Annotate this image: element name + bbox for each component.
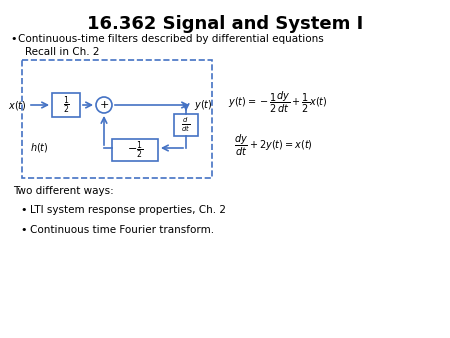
- Text: $\frac{1}{2}$: $\frac{1}{2}$: [63, 94, 69, 116]
- Text: •: •: [20, 225, 27, 235]
- Text: Two different ways:: Two different ways:: [13, 186, 114, 196]
- Text: $\frac{d}{dt}$: $\frac{d}{dt}$: [181, 116, 191, 134]
- Text: $x(t)$: $x(t)$: [8, 98, 27, 112]
- Text: $y(t) = -\dfrac{1}{2}\dfrac{dy}{dt} + \dfrac{1}{2}x(t)$: $y(t) = -\dfrac{1}{2}\dfrac{dy}{dt} + \d…: [228, 90, 328, 115]
- Text: Continuous-time filters described by differential equations: Continuous-time filters described by dif…: [18, 34, 324, 44]
- Text: Continuous time Fourier transform.: Continuous time Fourier transform.: [30, 225, 214, 235]
- Bar: [52, 93, 80, 117]
- Text: LTI system response properties, Ch. 2: LTI system response properties, Ch. 2: [30, 205, 226, 215]
- Bar: [112, 139, 158, 161]
- Text: •: •: [10, 34, 17, 44]
- Text: $+$: $+$: [99, 99, 109, 111]
- Text: $h(t)$: $h(t)$: [30, 142, 49, 154]
- Text: Recall in Ch. 2: Recall in Ch. 2: [25, 47, 99, 57]
- Text: •: •: [20, 205, 27, 215]
- Text: $\dfrac{dy}{dt} + 2y(t) = x(t)$: $\dfrac{dy}{dt} + 2y(t) = x(t)$: [234, 132, 313, 158]
- Text: 16.362 Signal and System I: 16.362 Signal and System I: [87, 15, 363, 33]
- Text: $y(t)$: $y(t)$: [194, 98, 212, 112]
- Bar: [174, 114, 198, 136]
- Text: $-\frac{1}{2}$: $-\frac{1}{2}$: [127, 139, 143, 161]
